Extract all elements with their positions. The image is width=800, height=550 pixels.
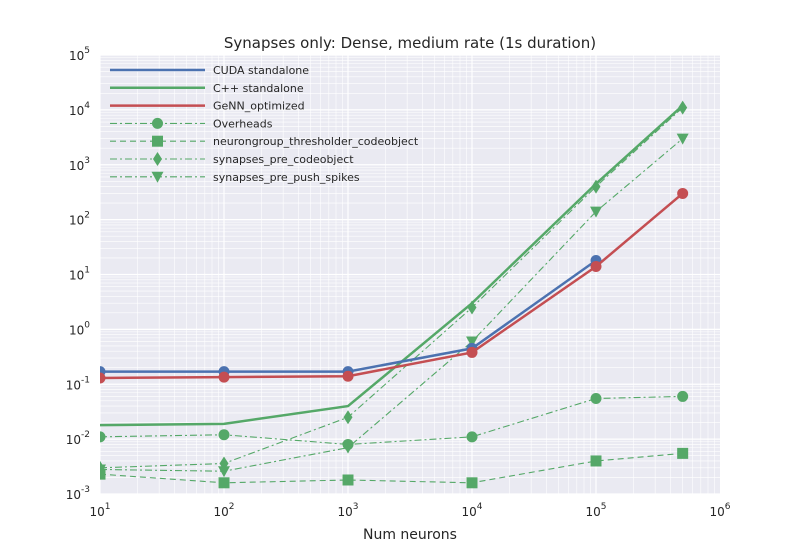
legend-label: neurongroup_thresholder_codeobject: [213, 135, 419, 148]
series-overheads: [100, 390, 689, 450]
legend-label: Overheads: [213, 117, 273, 130]
legend-marker: [152, 135, 163, 147]
data-point: [100, 464, 106, 476]
legend-label: CUDA standalone: [213, 64, 309, 77]
x-tick-label: 105: [585, 502, 606, 519]
series-line: [100, 138, 684, 472]
legend-label: C++ standalone: [213, 82, 304, 95]
x-tick-label: 103: [337, 502, 358, 519]
series-line: [100, 395, 683, 445]
data-point: [678, 100, 688, 115]
x-axis-title: Num neurons: [363, 527, 457, 543]
series-genn-optimized: [100, 187, 689, 384]
legend-item: Overheads: [110, 117, 273, 130]
data-point: [218, 477, 230, 489]
grid: [99, 54, 720, 495]
x-tick-label: 101: [89, 502, 110, 519]
data-point: [218, 429, 230, 441]
y-tick-label: 104: [69, 101, 90, 118]
data-point: [100, 372, 106, 384]
data-point: [677, 447, 689, 459]
tick-labels: 101 102 103 104 105 106 10-3 10-2 10-1 100 101 102 1…: [66, 46, 731, 519]
series-c-standalone: [100, 104, 684, 427]
x-tick-label: 106: [709, 502, 730, 519]
legend-label: synapses_pre_codeobject: [213, 153, 354, 166]
legend-item: GeNN_optimized: [110, 100, 305, 113]
series-group: [100, 100, 689, 489]
data-point: [677, 390, 689, 402]
legend: CUDA standalone C++ standalone GeNN_optimi…: [110, 64, 419, 184]
data-point: [590, 392, 602, 404]
data-point: [466, 477, 478, 489]
legend-label: GeNN_optimized: [213, 100, 305, 113]
series-synapses-pre-codeobject: [100, 100, 688, 475]
legend-item: C++ standalone: [110, 82, 304, 95]
y-tick-label: 101: [69, 266, 90, 283]
y-tick-label: 105: [69, 46, 90, 63]
data-point: [342, 474, 354, 486]
legend-item: synapses_pre_codeobject: [110, 152, 354, 166]
data-point: [218, 371, 230, 383]
y-tick-label: 10-1: [66, 375, 90, 392]
x-tick-label: 102: [213, 502, 234, 519]
data-point: [342, 442, 354, 454]
legend-marker: [152, 117, 163, 129]
series-synapses-pre-push-spikes: [100, 133, 689, 478]
data-point: [342, 370, 354, 382]
legend-marker: [153, 152, 162, 166]
series-line: [100, 104, 684, 427]
series-line: [100, 452, 683, 484]
legend-item: CUDA standalone: [110, 64, 309, 77]
data-point: [466, 346, 478, 358]
chart-title: Synapses only: Dense, medium rate (1s du…: [224, 34, 596, 52]
legend-label: synapses_pre_push_spikes: [213, 171, 360, 184]
series-neurongroup-thresholder-codeobject: [100, 447, 689, 489]
data-point: [466, 336, 478, 348]
legend-item: synapses_pre_push_spikes: [110, 171, 360, 184]
y-tick-label: 100: [69, 320, 90, 337]
legend-marker: [151, 171, 164, 183]
data-point: [100, 431, 106, 443]
data-point: [218, 466, 230, 478]
data-point: [590, 206, 602, 218]
data-point: [100, 468, 106, 480]
data-point: [677, 187, 689, 199]
data-point: [590, 455, 602, 467]
legend-item: neurongroup_thresholder_codeobject: [110, 135, 419, 148]
series-line: [100, 192, 684, 380]
data-point: [343, 410, 353, 425]
data-point: [590, 260, 602, 272]
data-point: [466, 431, 478, 443]
data-point: [676, 133, 689, 145]
y-tick-label: 102: [69, 211, 90, 228]
y-tick-label: 10-2: [66, 430, 90, 447]
y-tick-label: 103: [69, 156, 90, 173]
y-tick-label: 10-3: [66, 485, 90, 502]
x-tick-label: 104: [461, 502, 482, 519]
